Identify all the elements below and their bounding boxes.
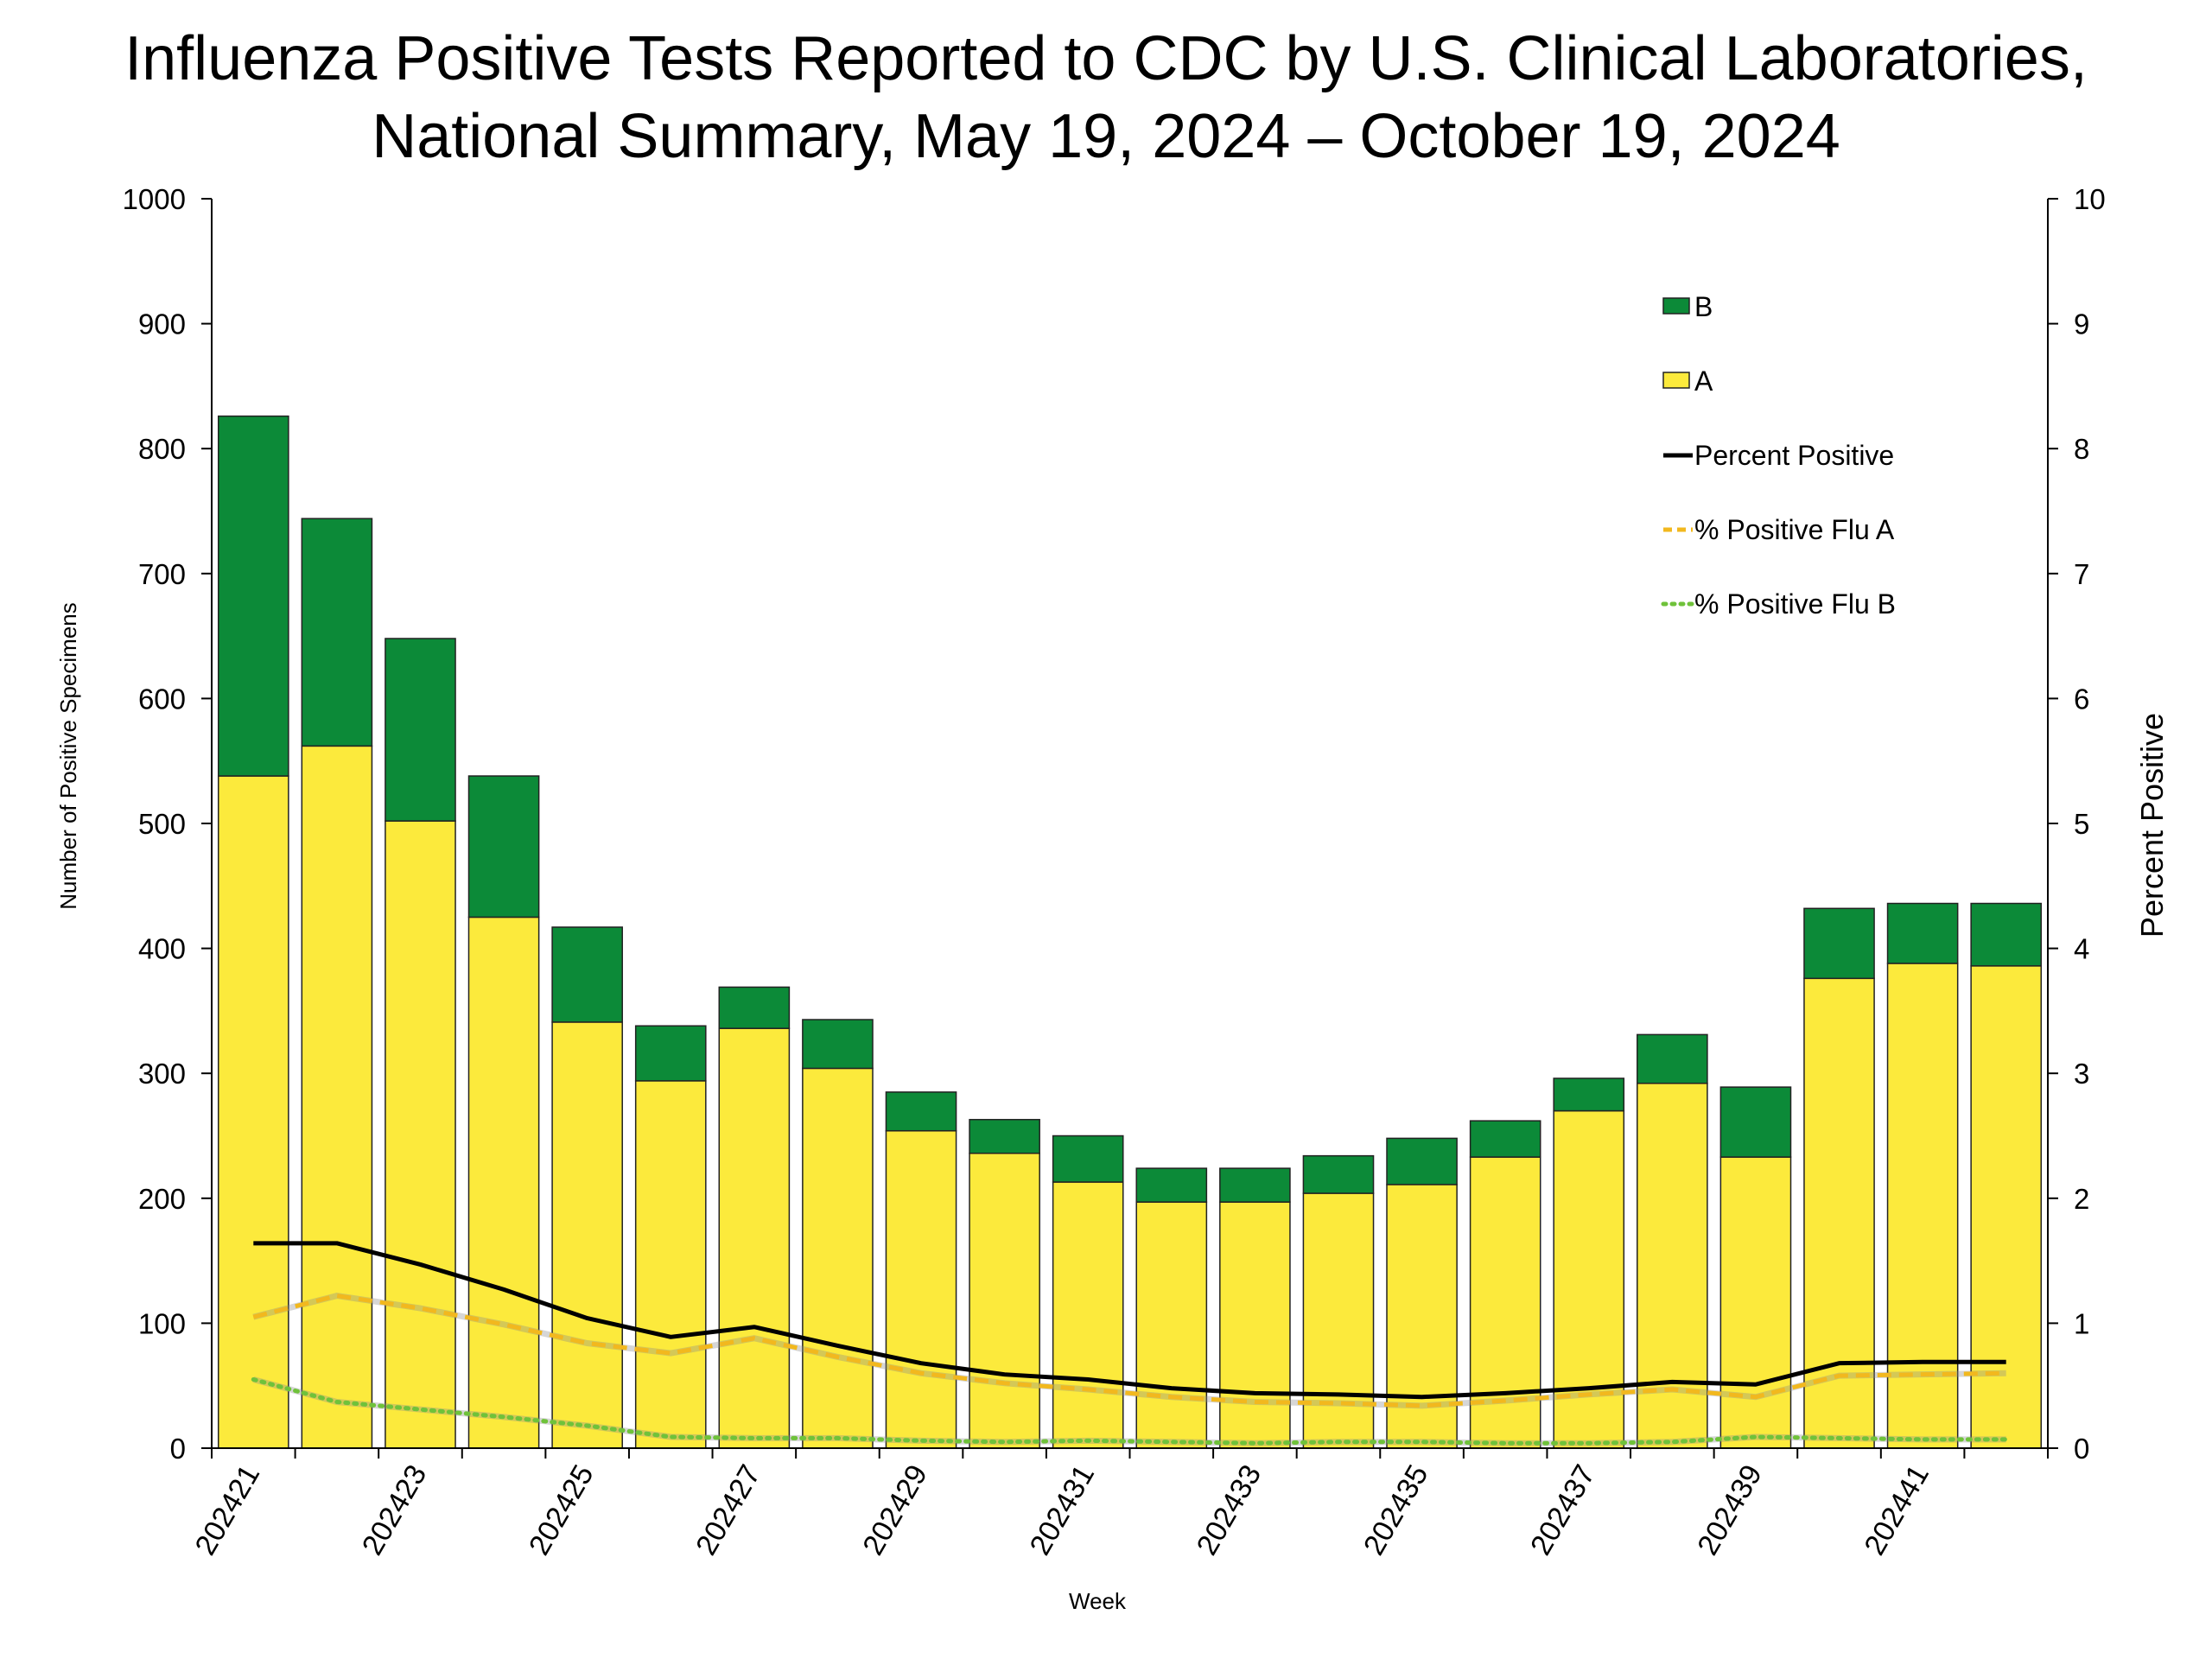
legend-label--positive-flu-b: % Positive Flu B <box>1694 588 1896 620</box>
bar-a-202421 <box>217 775 289 1449</box>
line--positive-flu-b <box>251 1376 2009 1446</box>
y2-tick-label-8: 8 <box>2074 433 2089 465</box>
bar-b-202435 <box>1386 1137 1458 1185</box>
y2-tick-label-6: 6 <box>2074 683 2089 715</box>
y2-tick-label-0: 0 <box>2074 1433 2089 1465</box>
bar-b-202434 <box>1302 1154 1375 1194</box>
y-tick-label-0: 0 <box>170 1433 186 1465</box>
x-tick-label-202433: 202433 <box>1191 1459 1268 1560</box>
bar-b-202438 <box>1637 1033 1708 1084</box>
bar-a-202426 <box>634 1080 707 1449</box>
x-tick-label-202437: 202437 <box>1524 1459 1602 1560</box>
bar-a-202432 <box>1135 1201 1208 1449</box>
legend: B A Percent Positive % Positive Flu A % Posi… <box>1661 291 1896 620</box>
bar-a-202425 <box>551 1021 623 1449</box>
legend-swatch-b <box>1662 297 1690 315</box>
legend-label-a: A <box>1694 365 1713 397</box>
bar-b-202430 <box>969 1118 1040 1154</box>
x-tick-label-202439: 202439 <box>1691 1459 1769 1560</box>
y-tick-label-300: 300 <box>138 1058 186 1090</box>
x-tick-label-202435: 202435 <box>1357 1459 1435 1560</box>
bar-b-202425 <box>551 926 623 1023</box>
y-tick-label-900: 900 <box>138 308 186 340</box>
y2-axis-label: Percent Positive <box>2134 713 2170 938</box>
bar-a-202435 <box>1386 1184 1458 1449</box>
bar-b-202432 <box>1135 1167 1208 1203</box>
bar-b-202428 <box>802 1019 874 1070</box>
x-tick-label-202427: 202427 <box>690 1459 767 1560</box>
bar-b-202427 <box>718 986 791 1029</box>
bar-b-202426 <box>634 1025 707 1082</box>
bar-a-202428 <box>802 1067 874 1449</box>
y-tick-label-100: 100 <box>138 1307 186 1339</box>
x-axis-label: Week <box>1069 1588 1127 1614</box>
y-tick-label-800: 800 <box>138 433 186 465</box>
bar-b-202433 <box>1219 1167 1291 1203</box>
bar-b-202424 <box>467 775 540 918</box>
y2-tick-label-7: 7 <box>2074 558 2089 590</box>
x-tick-label-202431: 202431 <box>1023 1459 1101 1560</box>
legend-swatch-a <box>1662 372 1690 389</box>
y2-tick-label-3: 3 <box>2074 1058 2089 1090</box>
bar-a-202422 <box>301 745 373 1449</box>
bar-b-202423 <box>385 638 456 822</box>
bar-a-202431 <box>1052 1181 1124 1449</box>
bar-b-202437 <box>1553 1077 1625 1112</box>
y-tick-label-200: 200 <box>138 1183 186 1215</box>
lines-layer <box>251 1241 2009 1446</box>
bar-a-202433 <box>1219 1201 1291 1449</box>
bar-b-202436 <box>1469 1120 1541 1158</box>
bar-b-202422 <box>301 518 373 747</box>
y2-tick-label-2: 2 <box>2074 1183 2089 1215</box>
bars-layer <box>217 415 2043 1449</box>
bar-a-202424 <box>467 916 540 1449</box>
x-tick-label-202423: 202423 <box>356 1459 434 1560</box>
bar-a-202430 <box>969 1152 1040 1449</box>
bar-b-202441 <box>1886 902 1959 964</box>
bar-a-202434 <box>1302 1192 1375 1449</box>
bar-a-202423 <box>385 820 456 1449</box>
y-tick-label-400: 400 <box>138 933 186 965</box>
bar-a-202439 <box>1719 1156 1792 1449</box>
y2-tick-label-10: 10 <box>2074 183 2106 215</box>
y-tick-label-600: 600 <box>138 683 186 715</box>
y2-tick-label-1: 1 <box>2074 1307 2089 1339</box>
y-tick-label-700: 700 <box>138 558 186 590</box>
y2-tick-label-9: 9 <box>2074 308 2089 340</box>
x-tick-label-202425: 202425 <box>523 1459 601 1560</box>
bar-b-202429 <box>885 1091 957 1132</box>
bar-a-202441 <box>1886 963 1959 1449</box>
y-tick-label-1000: 1000 <box>123 183 186 215</box>
line-percent-positive <box>253 1241 2006 1400</box>
bar-b-202439 <box>1719 1086 1792 1158</box>
legend-label-b: B <box>1694 291 1713 322</box>
y-axis-label: Number of Positive Specimens <box>55 602 81 909</box>
bar-b-202442 <box>1970 902 2043 967</box>
y2-tick-label-4: 4 <box>2074 933 2089 965</box>
bar-b-202440 <box>1803 907 1875 980</box>
x-tick-label-202429: 202429 <box>856 1459 934 1560</box>
x-tick-label-202421: 202421 <box>189 1459 267 1560</box>
legend-label--positive-flu-a: % Positive Flu A <box>1694 514 1895 545</box>
bar-b-202431 <box>1052 1135 1124 1183</box>
line--positive-flu-a <box>252 1294 2006 1408</box>
chart-title: Influenza Positive Tests Reported to CDC… <box>124 24 2088 93</box>
bar-a-202429 <box>885 1129 957 1449</box>
y2-tick-label-5: 5 <box>2074 808 2089 840</box>
legend-label-percent-positive: Percent Positive <box>1694 440 1894 471</box>
bar-a-202427 <box>718 1027 791 1449</box>
x-tick-label-202441: 202441 <box>1858 1459 1936 1560</box>
chart-subtitle: National Summary, May 19, 2024 – October… <box>372 102 1840 171</box>
bar-b-202421 <box>217 415 289 777</box>
y-tick-label-500: 500 <box>138 808 186 840</box>
